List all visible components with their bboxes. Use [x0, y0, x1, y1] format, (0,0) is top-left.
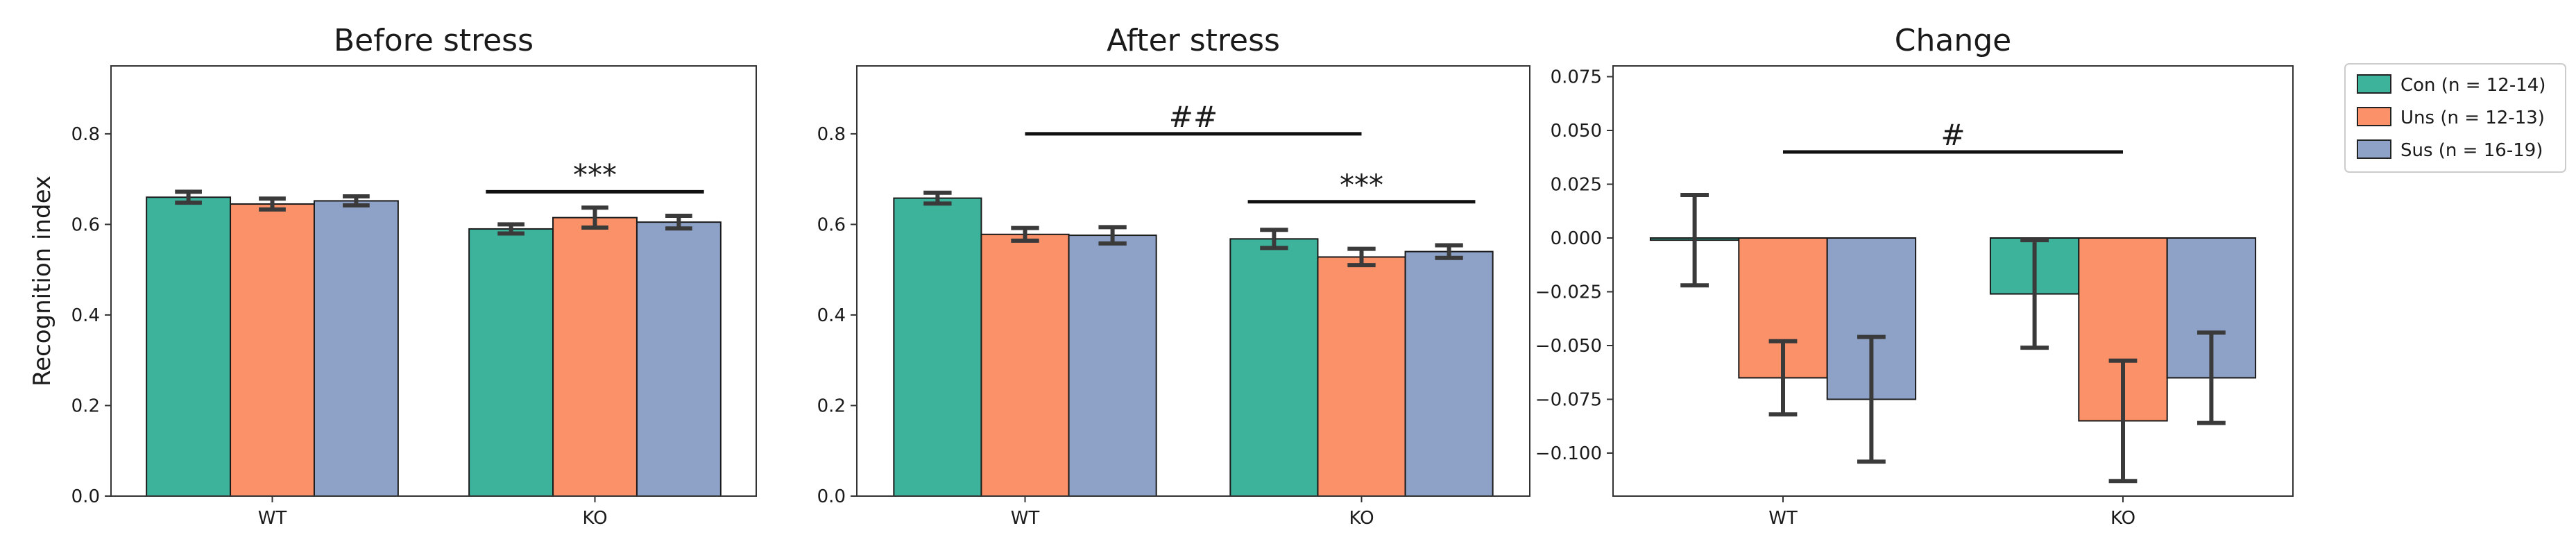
- panel-before-stress: Before stress 0.0 0.2 0.4 0.6 0.8 WT KO *** Recog…: [28, 23, 757, 529]
- legend: Con (n = 12-14) Uns (n = 12-13) Sus (n =…: [2344, 63, 2566, 173]
- y-tick-label: 0.2: [71, 395, 100, 416]
- y-tick-label: −0.050: [1535, 336, 1602, 357]
- bar-uns-wt: [230, 203, 315, 497]
- panel-after-stress: After stress 0.0 0.2 0.4 0.6 0.8 WT KO ## ***: [817, 23, 1530, 529]
- y-tick-label: 0.8: [817, 124, 846, 145]
- y-tick-label: 0.0: [71, 486, 100, 507]
- x-tick-label: KO: [1349, 508, 1374, 529]
- legend-swatch-uns: [2357, 107, 2391, 126]
- x-tick-label: WT: [1011, 508, 1040, 529]
- bar-sus-ko: [1404, 250, 1494, 497]
- panel-change: Change 0.075 0.050 0.025 0.000 −0.025 −0.050 −0…: [1535, 23, 2294, 529]
- significance-label: ##: [1169, 100, 1218, 134]
- y-tick-label: 0.4: [71, 305, 100, 326]
- legend-label-sus: Sus (n = 16-19): [2400, 140, 2543, 161]
- bar-uns-wt: [980, 233, 1070, 497]
- legend-swatch-con: [2357, 74, 2391, 94]
- y-tick-label: 0.4: [817, 305, 846, 326]
- bar-sus-wt: [1068, 235, 1157, 497]
- bar-con-ko: [468, 228, 554, 497]
- plot-frame: [110, 65, 757, 497]
- y-tick-label: 0.6: [817, 214, 846, 235]
- y-tick-label: 0.075: [1551, 67, 1602, 88]
- y-tick-label: 0.2: [817, 395, 846, 416]
- x-tick-label: WT: [258, 508, 287, 529]
- bar-con-wt: [893, 197, 982, 497]
- x-tick-label: KO: [582, 508, 607, 529]
- chart-title: After stress: [1107, 23, 1280, 58]
- y-tick-label: 0.0: [817, 486, 846, 507]
- x-tick-label: KO: [2110, 508, 2135, 529]
- chart-title: Change: [1895, 23, 2011, 58]
- y-tick-label: −0.025: [1535, 282, 1602, 303]
- bar-sus-wt: [313, 200, 399, 497]
- legend-label-uns: Uns (n = 12-13): [2400, 108, 2545, 128]
- legend-swatch-sus: [2357, 139, 2391, 159]
- y-tick-label: 0.025: [1551, 175, 1602, 196]
- chart-title: Before stress: [334, 23, 534, 58]
- y-tick-label: −0.075: [1535, 390, 1602, 411]
- significance-label: #: [1940, 118, 1965, 152]
- y-tick-label: 0.000: [1551, 228, 1602, 249]
- y-tick-label: 0.6: [71, 214, 100, 235]
- y-axis-label: Recognition index: [28, 176, 56, 386]
- bar-uns-ko: [552, 216, 638, 497]
- plot-frame: [1612, 65, 2294, 497]
- bar-con-wt: [146, 196, 232, 497]
- y-tick-label: 0.8: [71, 124, 100, 145]
- legend-label-con: Con (n = 12-14): [2400, 75, 2545, 96]
- x-tick-label: WT: [1768, 508, 1798, 529]
- legend-frame: [2344, 63, 2566, 173]
- y-tick-label: 0.050: [1551, 121, 1602, 142]
- y-tick-label: −0.100: [1535, 443, 1602, 464]
- significance-label: ***: [573, 158, 617, 192]
- bar-con-ko: [1229, 238, 1319, 497]
- plot-frame: [856, 65, 1530, 497]
- significance-label: ***: [1340, 168, 1383, 202]
- bar-uns-ko: [1317, 256, 1406, 497]
- bar-sus-ko: [636, 221, 722, 497]
